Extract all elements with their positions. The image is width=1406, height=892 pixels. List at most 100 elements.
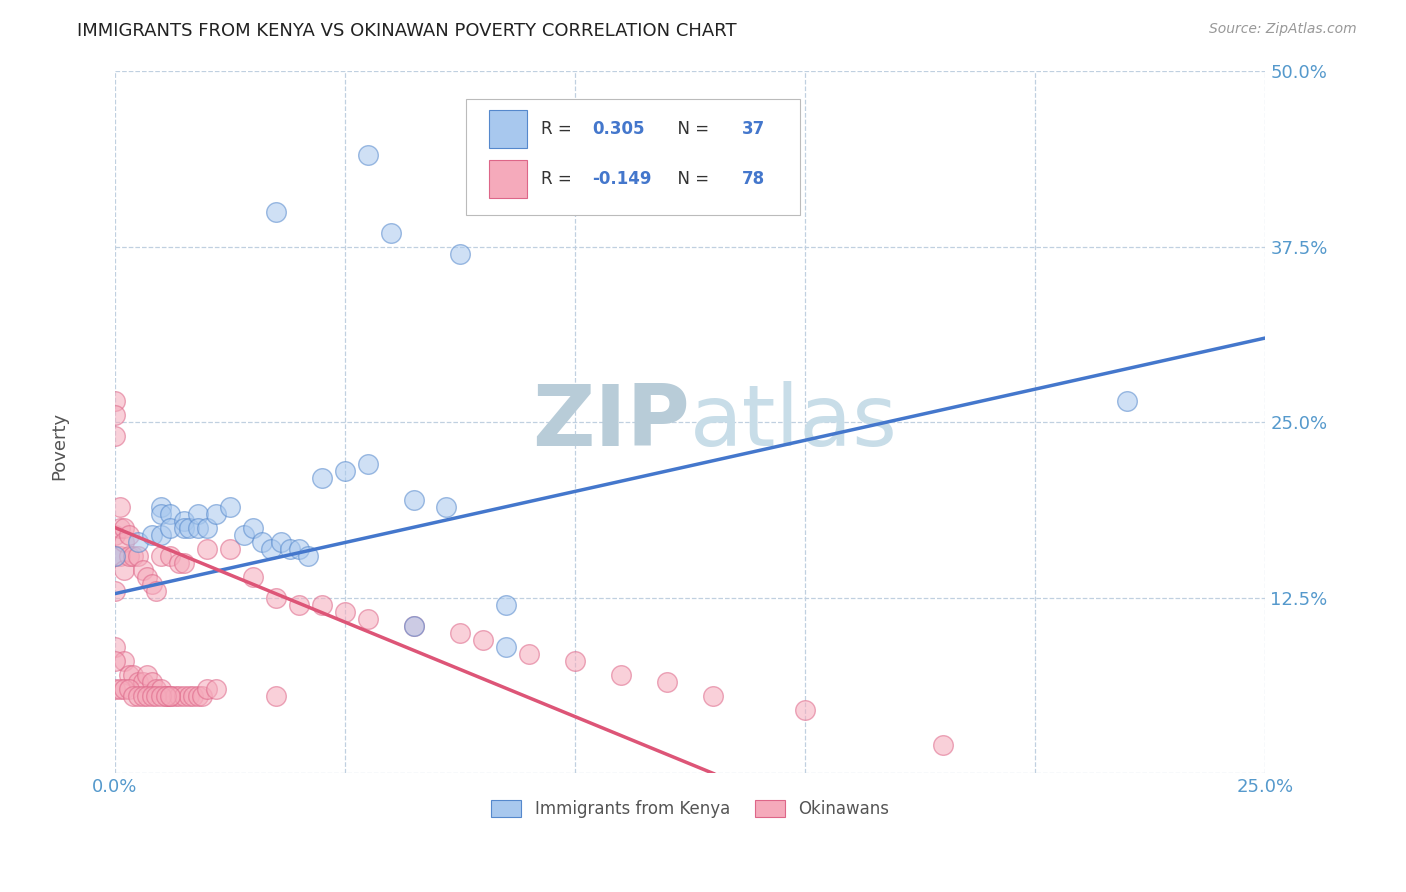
Point <box>264 689 287 703</box>
Point <box>232 527 254 541</box>
Point <box>657 675 679 690</box>
Point <box>108 682 131 697</box>
Point <box>136 570 159 584</box>
Point <box>159 507 181 521</box>
Point <box>155 689 177 703</box>
Point <box>127 534 149 549</box>
Point <box>112 534 135 549</box>
Point <box>159 549 181 563</box>
Point <box>404 619 426 633</box>
Legend: Immigrants from Kenya, Okinawans: Immigrants from Kenya, Okinawans <box>485 793 896 825</box>
Point <box>145 682 167 697</box>
Point <box>122 549 145 563</box>
Point <box>288 598 311 612</box>
Point <box>145 583 167 598</box>
Point <box>311 471 333 485</box>
FancyBboxPatch shape <box>489 110 527 148</box>
Point <box>131 689 153 703</box>
Point <box>150 689 173 703</box>
Point <box>112 520 135 534</box>
Text: R =: R = <box>541 170 576 188</box>
Point <box>242 520 264 534</box>
Text: ZIP: ZIP <box>533 381 690 464</box>
Point <box>191 689 214 703</box>
Text: Source: ZipAtlas.com: Source: ZipAtlas.com <box>1209 22 1357 37</box>
Point <box>108 500 131 514</box>
Point <box>449 626 471 640</box>
Point <box>163 689 186 703</box>
Point <box>177 520 200 534</box>
Point <box>357 612 380 626</box>
Point <box>141 527 163 541</box>
Point <box>169 556 191 570</box>
Text: 78: 78 <box>742 170 765 188</box>
Point <box>177 689 200 703</box>
Point <box>108 549 131 563</box>
Point <box>205 507 228 521</box>
Point <box>136 689 159 703</box>
Point <box>150 682 173 697</box>
Point <box>794 703 817 717</box>
Point <box>260 541 283 556</box>
Point <box>104 682 127 697</box>
Point <box>173 689 195 703</box>
Point <box>205 682 228 697</box>
Text: R =: R = <box>541 120 576 138</box>
Point <box>173 514 195 528</box>
Point <box>112 563 135 577</box>
Text: 37: 37 <box>742 120 765 138</box>
Point <box>242 570 264 584</box>
Point <box>122 689 145 703</box>
Point <box>517 647 540 661</box>
Point <box>104 429 127 443</box>
Point <box>219 541 242 556</box>
Text: N =: N = <box>668 170 714 188</box>
Point <box>104 394 127 409</box>
Text: -0.149: -0.149 <box>592 170 652 188</box>
Point <box>357 148 380 162</box>
Text: IMMIGRANTS FROM KENYA VS OKINAWAN POVERTY CORRELATION CHART: IMMIGRANTS FROM KENYA VS OKINAWAN POVERT… <box>77 22 737 40</box>
Point <box>380 226 402 240</box>
Point <box>104 583 127 598</box>
Point <box>145 689 167 703</box>
Point <box>122 668 145 682</box>
Point <box>404 619 426 633</box>
Point <box>150 549 173 563</box>
Point <box>187 689 209 703</box>
Point <box>434 500 457 514</box>
Point <box>141 576 163 591</box>
Point <box>404 492 426 507</box>
Point <box>195 682 218 697</box>
Text: N =: N = <box>668 120 714 138</box>
FancyBboxPatch shape <box>489 160 527 199</box>
Point <box>159 520 181 534</box>
Point <box>472 632 495 647</box>
Point <box>118 668 141 682</box>
Point <box>155 689 177 703</box>
Point <box>187 520 209 534</box>
Text: 0.305: 0.305 <box>592 120 645 138</box>
Point <box>449 246 471 260</box>
Point <box>150 507 173 521</box>
Point <box>118 527 141 541</box>
Point <box>278 541 301 556</box>
Point <box>141 689 163 703</box>
Point <box>141 675 163 690</box>
Point <box>159 689 181 703</box>
Point <box>297 549 319 563</box>
Point <box>311 598 333 612</box>
Point <box>333 605 356 619</box>
Point <box>127 689 149 703</box>
Point <box>112 682 135 697</box>
Point <box>288 541 311 556</box>
Point <box>264 591 287 605</box>
Point <box>127 675 149 690</box>
Point <box>219 500 242 514</box>
Point <box>610 668 633 682</box>
Point <box>252 534 274 549</box>
Point <box>932 739 955 753</box>
FancyBboxPatch shape <box>465 99 800 215</box>
Point <box>104 549 127 563</box>
Point <box>495 598 517 612</box>
Point <box>131 563 153 577</box>
